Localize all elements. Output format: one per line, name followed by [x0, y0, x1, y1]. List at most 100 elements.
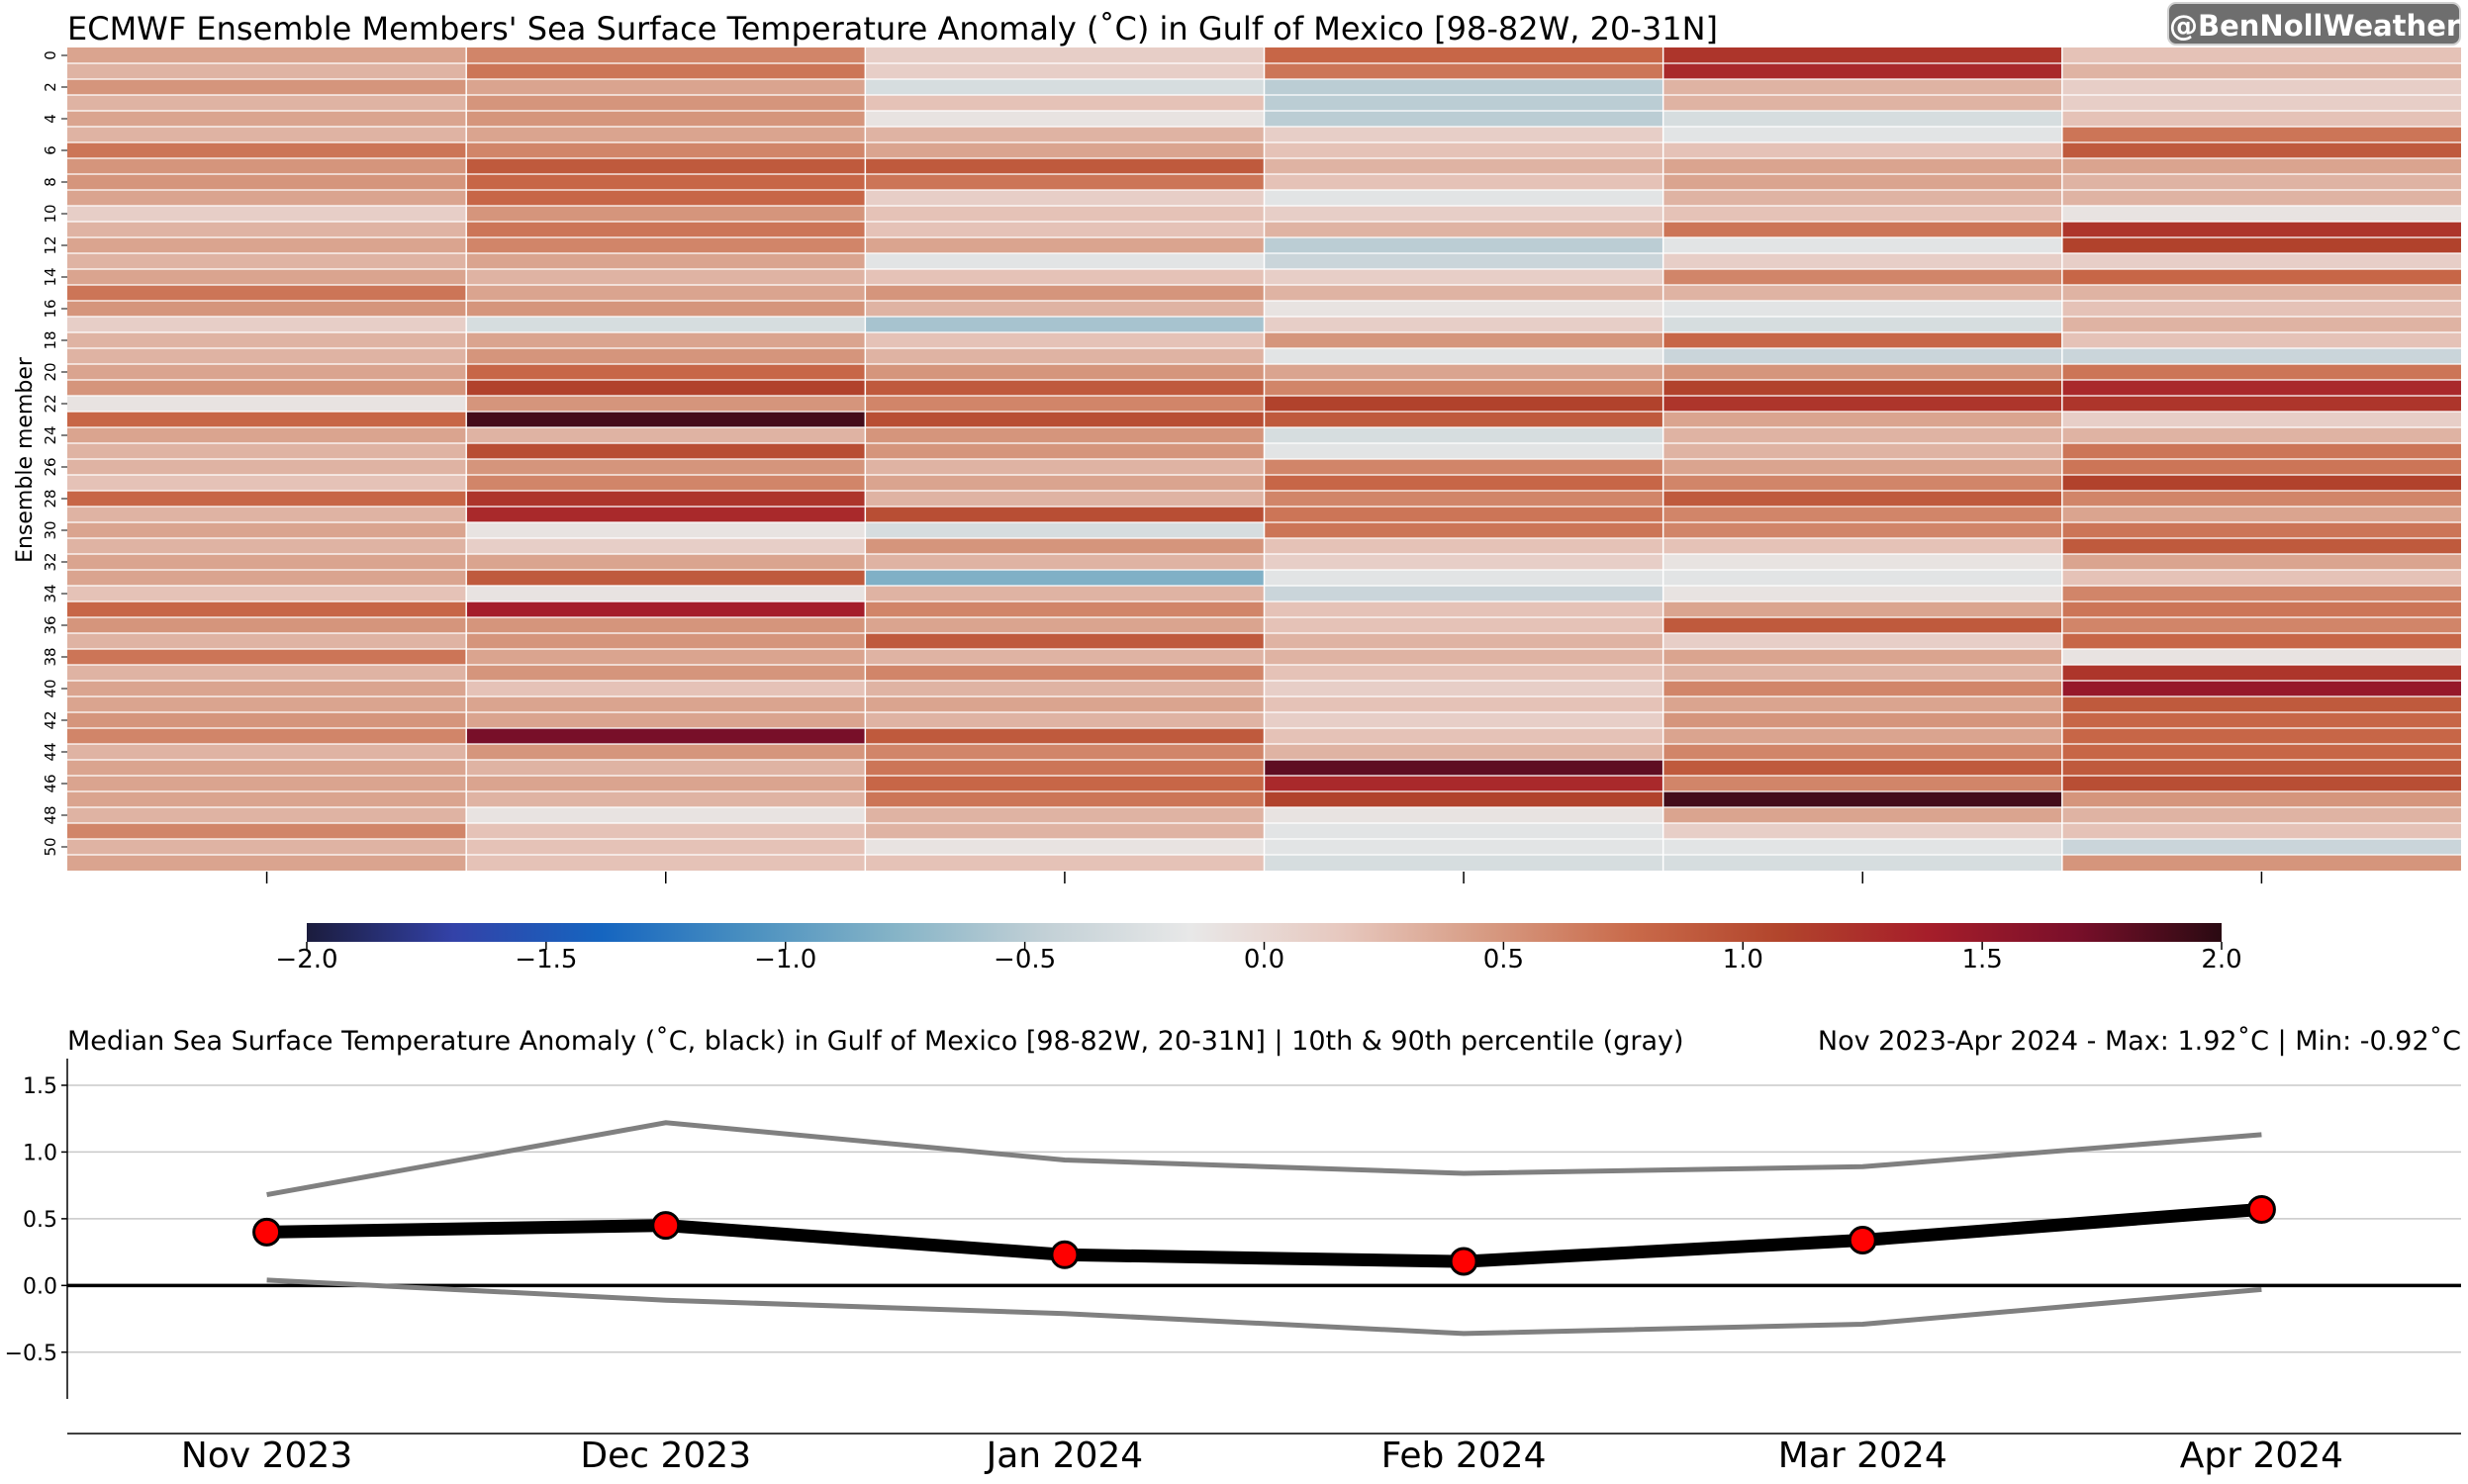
heatmap-cell-m5-4 [1662, 127, 2062, 142]
heatmap-cell-m47-1 [466, 791, 866, 807]
heatmap-cell-m7-5 [2061, 158, 2461, 174]
heatmap-cell-m32-4 [1662, 554, 2062, 570]
heatmap-y-tick-label: 44 [42, 742, 59, 761]
heatmap-cell-m21-5 [2061, 380, 2461, 396]
heatmap-cell-m49-4 [1662, 823, 2062, 839]
heatmap-cell-m0-1 [466, 47, 866, 63]
colorbar-tick-label: −2.0 [275, 945, 337, 974]
heatmap-cell-m29-5 [2061, 507, 2461, 522]
heatmap-cell-m48-4 [1662, 807, 2062, 823]
heatmap-cell-m30-0 [67, 522, 467, 538]
heatmap-cell-m41-1 [466, 696, 866, 712]
heatmap-cell-m45-2 [865, 760, 1265, 776]
heatmap-cell-m45-1 [466, 760, 866, 776]
heatmap-cell-m25-4 [1662, 443, 2062, 459]
heatmap-cell-m42-2 [865, 712, 1265, 728]
heatmap-cell-m4-4 [1662, 111, 2062, 127]
heatmap-cell-m35-3 [1264, 602, 1663, 617]
line-chart-x-tick-label: Apr 2024 [2180, 1436, 2343, 1476]
heatmap-y-tick-label: 30 [42, 520, 59, 539]
heatmap-cell-m20-1 [466, 364, 866, 380]
heatmap-cell-m43-2 [865, 728, 1265, 744]
heatmap-cell-m50-5 [2061, 839, 2461, 855]
heatmap-cells [67, 47, 2461, 871]
series-90th-percentile [266, 1120, 2262, 1198]
heatmap-cell-m16-0 [67, 301, 467, 317]
heatmap-cell-m24-4 [1662, 427, 2062, 443]
heatmap-cell-m9-4 [1662, 190, 2062, 206]
heatmap-cell-m2-4 [1662, 79, 2062, 95]
heatmap-cell-m8-1 [466, 174, 866, 190]
heatmap-cell-m29-2 [865, 507, 1265, 522]
heatmap-cell-m44-1 [466, 744, 866, 760]
heatmap-cell-m47-5 [2061, 791, 2461, 807]
heatmap-cell-m47-2 [865, 791, 1265, 807]
heatmap-cell-m46-1 [466, 776, 866, 791]
heatmap-cell-m2-1 [466, 79, 866, 95]
heatmap-cell-m16-3 [1264, 301, 1663, 317]
heatmap-cell-m46-3 [1264, 776, 1663, 791]
line-chart-x-tick-label: Jan 2024 [985, 1436, 1144, 1476]
heatmap-cell-m32-2 [865, 554, 1265, 570]
colorbar-tick-label: −0.5 [994, 945, 1056, 974]
heatmap-cell-m44-4 [1662, 744, 2062, 760]
heatmap-cell-m3-0 [67, 95, 467, 111]
heatmap-cell-m12-2 [865, 237, 1265, 253]
heatmap-cell-m19-2 [865, 348, 1265, 364]
heatmap-cell-m11-0 [67, 222, 467, 237]
heatmap-cell-m40-2 [865, 681, 1265, 696]
heatmap-cell-m14-4 [1662, 269, 2062, 285]
heatmap-y-tick-label: 32 [42, 552, 59, 571]
heatmap-y-tick-label: 24 [42, 425, 59, 444]
heatmap-cell-m42-0 [67, 712, 467, 728]
colorbar-ticks: −2.0 −1.5 −1.0 −0.5 0.0 0.5 1.0 1.5 2.0 [275, 942, 2242, 974]
heatmap-cell-m13-5 [2061, 253, 2461, 269]
heatmap-cell-m10-2 [865, 206, 1265, 222]
heatmap-cell-m51-5 [2061, 855, 2461, 871]
median-point-2 [1050, 1240, 1080, 1269]
heatmap-cell-m48-3 [1264, 807, 1663, 823]
heatmap-cell-m50-1 [466, 839, 866, 855]
heatmap-cell-m40-5 [2061, 681, 2461, 696]
heatmap-cell-m45-4 [1662, 760, 2062, 776]
heatmap-cell-m32-1 [466, 554, 866, 570]
heatmap-cell-m9-3 [1264, 190, 1663, 206]
heatmap-cell-m40-4 [1662, 681, 2062, 696]
heatmap-cell-m46-0 [67, 776, 467, 791]
heatmap-y-tick-label: 12 [42, 235, 59, 254]
heatmap-cell-m21-4 [1662, 380, 2062, 396]
heatmap-cell-m31-3 [1264, 538, 1663, 554]
heatmap-cell-m0-0 [67, 47, 467, 63]
heatmap-cell-m11-4 [1662, 222, 2062, 237]
heatmap-y-tick-label: 26 [42, 457, 59, 476]
line-chart-title: Median Sea Surface Temperature Anomaly (… [67, 1026, 1684, 1057]
heatmap-cell-m43-0 [67, 728, 467, 744]
heatmap-cell-m10-5 [2061, 206, 2461, 222]
heatmap-cell-m28-2 [865, 491, 1265, 507]
heatmap-cell-m30-1 [466, 522, 866, 538]
heatmap-cell-m24-5 [2061, 427, 2461, 443]
heatmap-y-tick-label: 46 [42, 774, 59, 792]
heatmap-cell-m8-0 [67, 174, 467, 190]
heatmap-cell-m35-5 [2061, 602, 2461, 617]
heatmap-cell-m39-5 [2061, 665, 2461, 681]
heatmap-cell-m26-4 [1662, 459, 2062, 475]
heatmap-cell-m21-3 [1264, 380, 1663, 396]
heatmap-cell-m1-5 [2061, 63, 2461, 79]
heatmap-cell-m35-1 [466, 602, 866, 617]
colorbar [307, 923, 2222, 942]
heatmap-cell-m43-5 [2061, 728, 2461, 744]
heatmap-cell-m14-3 [1264, 269, 1663, 285]
heatmap-cell-m13-4 [1662, 253, 2062, 269]
heatmap-y-tick-label: 2 [42, 82, 59, 92]
heatmap-cell-m14-5 [2061, 269, 2461, 285]
heatmap-cell-m4-1 [466, 111, 866, 127]
heatmap-cell-m40-3 [1264, 681, 1663, 696]
heatmap-cell-m19-3 [1264, 348, 1663, 364]
heatmap-cell-m5-2 [865, 127, 1265, 142]
heatmap-cell-m15-0 [67, 285, 467, 301]
heatmap-cell-m16-4 [1662, 301, 2062, 317]
heatmap-cell-m44-0 [67, 744, 467, 760]
heatmap-cell-m22-4 [1662, 396, 2062, 412]
